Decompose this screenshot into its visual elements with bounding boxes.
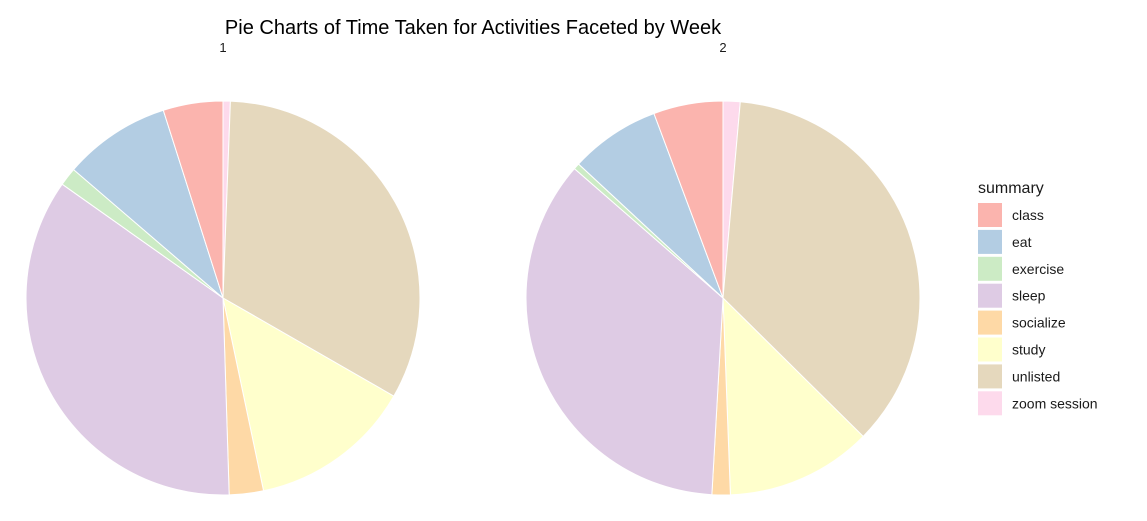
- legend-label: unlisted: [1012, 368, 1060, 384]
- legend-item-unlisted: unlisted: [978, 364, 1060, 389]
- legend-label: study: [1012, 342, 1045, 358]
- facet-label: 1: [219, 40, 226, 55]
- slice-study: [222, 297, 395, 492]
- legend-swatch: [978, 229, 1002, 254]
- legend-item-exercise: exercise: [978, 256, 1064, 281]
- legend-item-sleep: sleep: [978, 283, 1046, 308]
- legend-swatch: [978, 203, 1002, 227]
- legend-item-eat: eat: [978, 229, 1032, 254]
- legend-swatch: [978, 391, 1002, 416]
- legend-swatch: [978, 337, 1002, 362]
- legend-items: class eat exercise sleep socialize study unlis…: [978, 203, 1098, 416]
- legend-label: socialize: [1012, 315, 1066, 331]
- legend-title: summary: [978, 180, 1044, 197]
- legend-item-socialize: socialize: [978, 310, 1066, 335]
- legend-label: class: [1012, 207, 1044, 223]
- legend-swatch: [978, 364, 1002, 389]
- legend-item-class: class: [978, 203, 1044, 227]
- slice-study: [722, 296, 864, 496]
- slice-eat: [72, 109, 225, 300]
- slice-unlisted: [722, 101, 921, 438]
- slice-sleep: [525, 167, 724, 496]
- slice-unlisted: [222, 100, 421, 397]
- chart-title: Pie Charts of Time Taken for Activities …: [225, 17, 722, 39]
- legend-swatch: [978, 256, 1002, 281]
- legend-swatch: [978, 310, 1002, 335]
- slice-sleep: [25, 183, 230, 496]
- legend-label: exercise: [1012, 261, 1064, 277]
- facet-2: 2: [525, 40, 921, 496]
- slice-class: [653, 100, 724, 299]
- legend-swatch: [978, 283, 1002, 308]
- facet-1: 1: [25, 40, 421, 496]
- slice-class: [162, 100, 224, 299]
- legend-label: zoom session: [1012, 395, 1098, 411]
- legend-label: sleep: [1012, 288, 1046, 304]
- facet-label: 2: [719, 40, 726, 55]
- legend: summary class eat exercise sleep socialize st…: [978, 180, 1098, 416]
- legend-item-study: study: [978, 337, 1045, 362]
- legend-item-zoom-session: zoom session: [978, 391, 1098, 416]
- legend-label: eat: [1012, 234, 1032, 250]
